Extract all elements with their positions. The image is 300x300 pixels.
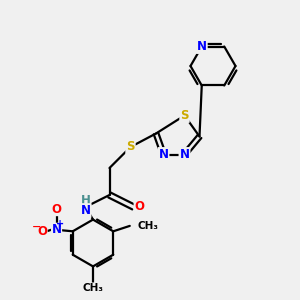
Text: S: S bbox=[126, 140, 135, 154]
Text: −: − bbox=[32, 221, 41, 232]
Text: N: N bbox=[179, 148, 190, 161]
Text: N: N bbox=[197, 40, 207, 53]
Text: O: O bbox=[37, 225, 47, 238]
Text: N: N bbox=[158, 148, 169, 161]
Text: O: O bbox=[52, 202, 61, 216]
Text: O: O bbox=[134, 200, 145, 214]
Text: N: N bbox=[52, 223, 61, 236]
Text: H: H bbox=[81, 194, 90, 208]
Text: CH₃: CH₃ bbox=[137, 221, 158, 231]
Text: S: S bbox=[180, 109, 189, 122]
Text: N: N bbox=[80, 204, 91, 217]
Text: +: + bbox=[56, 219, 64, 229]
Text: CH₃: CH₃ bbox=[82, 283, 103, 293]
